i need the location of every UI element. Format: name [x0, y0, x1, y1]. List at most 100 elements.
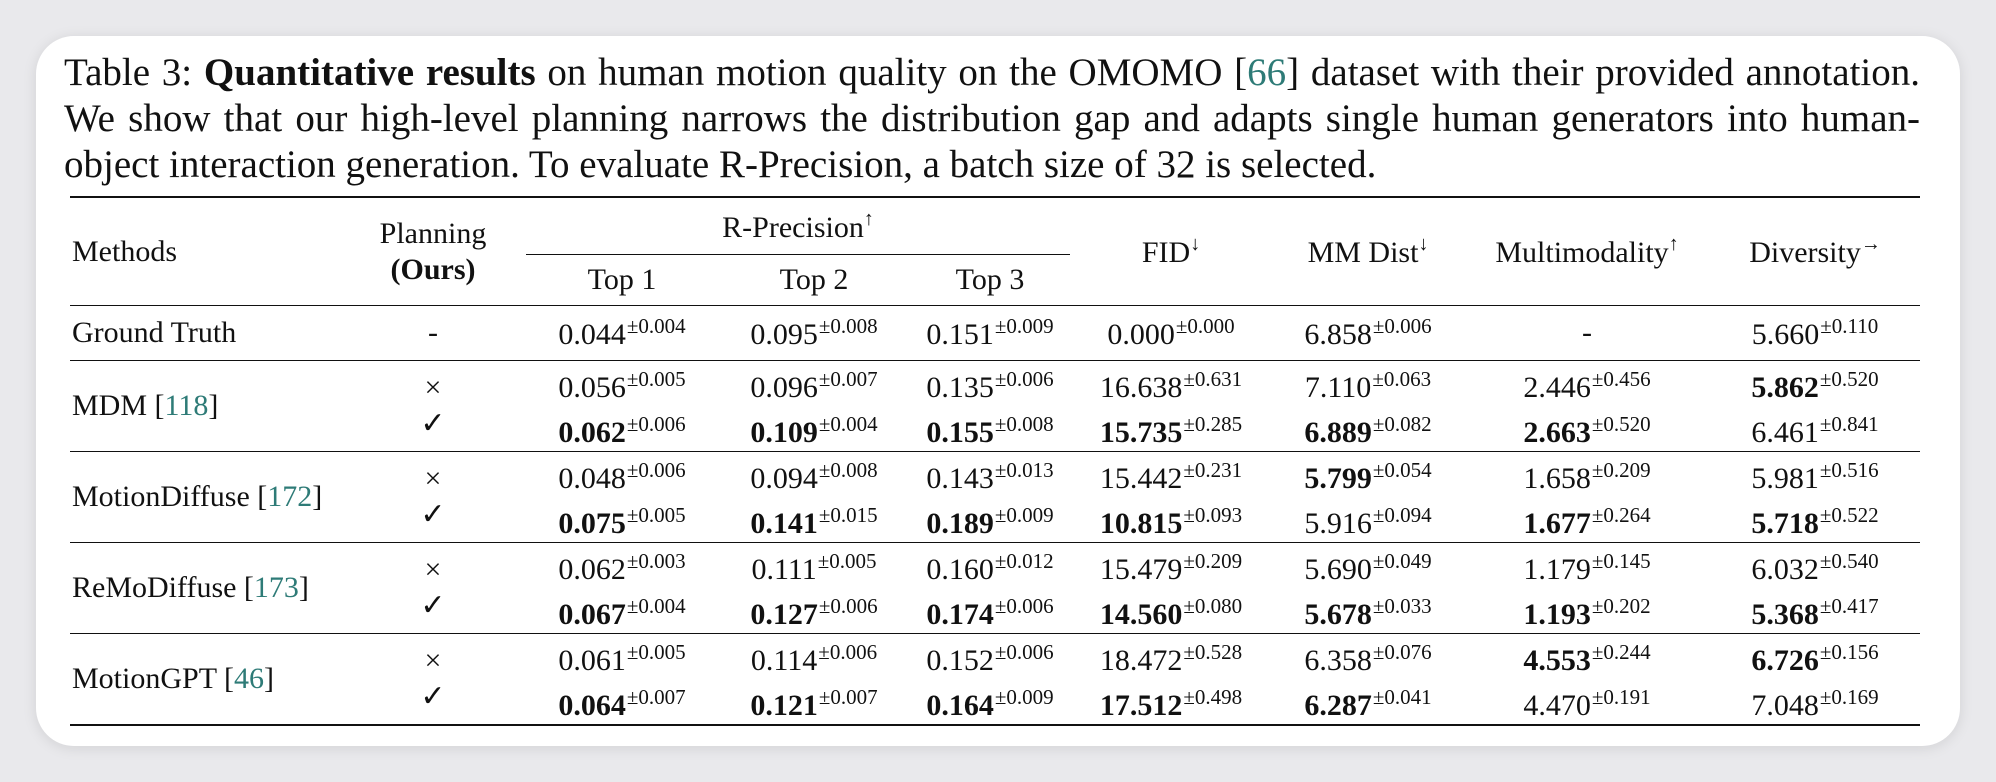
mm-dist-cell: 6.858±0.006: [1272, 306, 1464, 361]
std: ±0.006: [818, 640, 878, 664]
mm-dist-cell: 5.690±0.049 5.678±0.033: [1272, 543, 1464, 634]
method-group-row: MDM [118] × ✓ 0.056±0.005 0.062±0.006 0.096±0…: [70, 360, 1921, 452]
std: ±0.528: [1183, 640, 1243, 664]
mm-dist-cell: 7.110±0.063 6.889±0.082: [1272, 361, 1464, 452]
value-line: 0.121±0.007: [718, 679, 910, 724]
method-bracket: ]: [312, 480, 323, 513]
top1-cell: 0.056±0.005 0.062±0.006: [526, 361, 718, 452]
value-line: 15.735±0.285: [1070, 406, 1272, 451]
value: 5.981: [1751, 462, 1819, 495]
std: ±0.007: [818, 685, 878, 709]
value-line: 0.075±0.005: [526, 497, 718, 542]
method-citation[interactable]: 172: [267, 480, 313, 513]
header-multimodality: Multimodality↑: [1464, 197, 1710, 306]
std: ±0.004: [626, 594, 686, 618]
value: 0.062: [558, 416, 626, 449]
std: ±0.540: [1819, 549, 1879, 573]
method-citation[interactable]: 118: [164, 389, 209, 422]
top1-cell: 0.048±0.006 0.075±0.005: [526, 452, 718, 543]
top2-cell: 0.096±0.007 0.109±0.004: [718, 361, 910, 452]
planning-cell: -: [428, 316, 438, 349]
header-r-precision-label: R-Precision: [722, 210, 864, 244]
caption-citation[interactable]: 66: [1247, 51, 1287, 94]
value: 0.109: [750, 416, 818, 449]
value: 10.815: [1099, 507, 1183, 540]
value: 5.678: [1304, 598, 1372, 631]
method-citation[interactable]: 173: [253, 571, 299, 604]
top3-cell: 0.152±0.006 0.164±0.009: [910, 634, 1070, 726]
value: 0.094: [750, 462, 818, 495]
value-line: 6.287±0.041: [1272, 679, 1464, 724]
value-line: 0.127±0.006: [718, 588, 910, 633]
method-name: MotionGPT [46]: [70, 634, 340, 726]
header-mm-dist: MM Dist↓: [1272, 197, 1464, 306]
std: ±0.156: [1819, 640, 1879, 664]
value-line: 2.446±0.456: [1464, 361, 1710, 406]
header-top2: Top 2: [779, 263, 849, 296]
std: ±0.110: [1820, 314, 1879, 338]
std: ±0.006: [994, 640, 1054, 664]
value: 15.442: [1099, 462, 1183, 495]
value-line: 0.189±0.009: [910, 497, 1070, 542]
value-line: 7.110±0.063: [1272, 361, 1464, 406]
planning-cell: × ✓: [340, 361, 526, 452]
value-line: 15.479±0.209: [1070, 543, 1272, 588]
value-line: 0.164±0.009: [910, 679, 1070, 724]
method-citation[interactable]: 46: [233, 662, 264, 695]
value-line: 2.663±0.520: [1464, 406, 1710, 451]
method-name: ReMoDiffuse [173]: [70, 543, 340, 634]
std: ±0.013: [994, 458, 1054, 482]
std: ±0.009: [994, 685, 1054, 709]
value: 0.189: [926, 507, 994, 540]
value: 0.127: [750, 598, 818, 631]
value-line: 0.160±0.012: [910, 543, 1070, 588]
method-group-row: ReMoDiffuse [173] × ✓ 0.062±0.003 0.067±0.00…: [70, 542, 1921, 634]
method-bracket: ]: [208, 389, 219, 422]
multimodality-cell: 2.446±0.456 2.663±0.520: [1464, 361, 1710, 452]
std: ±0.003: [626, 549, 686, 573]
std: ±0.006: [626, 412, 686, 436]
std: ±0.005: [626, 503, 686, 527]
std: ±0.008: [994, 412, 1054, 436]
top3-cell: 0.160±0.012 0.174±0.006: [910, 543, 1070, 634]
value-line: 4.553±0.244: [1464, 634, 1710, 679]
std: ±0.009: [994, 314, 1054, 338]
header-diversity: Diversity→: [1710, 197, 1920, 306]
value: 18.472: [1099, 644, 1183, 677]
value-line: 1.193±0.202: [1464, 588, 1710, 633]
std: ±0.005: [817, 549, 877, 573]
value: 0.044: [558, 318, 626, 351]
std: ±0.006: [994, 367, 1054, 391]
header-fid: FID↓: [1070, 197, 1272, 306]
caption-label: Table 3:: [64, 51, 193, 94]
value-line: 5.678±0.033: [1272, 588, 1464, 633]
value-line: 0.094±0.008: [718, 452, 910, 497]
top2-cell: 0.111±0.005 0.127±0.006: [718, 543, 910, 634]
header-diversity-label: Diversity: [1749, 236, 1861, 269]
std: ±0.041: [1372, 685, 1432, 709]
top2-cell: 0.095±0.008: [718, 306, 910, 361]
value: 0.061: [558, 644, 626, 677]
header-top1: Top 1: [587, 263, 657, 296]
value-line: 1.179±0.145: [1464, 543, 1710, 588]
fid-cell: 16.638±0.631 15.735±0.285: [1070, 361, 1272, 452]
value: 5.916: [1304, 507, 1372, 540]
value: 1.677: [1523, 507, 1591, 540]
std: ±0.000: [1175, 314, 1235, 338]
std: ±0.004: [626, 314, 686, 338]
down-arrow-icon: ↓: [1418, 233, 1429, 255]
value: 6.858: [1304, 318, 1372, 351]
fid-cell: 15.479±0.209 14.560±0.080: [1070, 543, 1272, 634]
value: 0.095: [750, 318, 818, 351]
top1-cell: 0.061±0.005 0.064±0.007: [526, 634, 718, 726]
value: 0.135: [926, 371, 994, 404]
top2-cell: 0.114±0.006 0.121±0.007: [718, 634, 910, 726]
value-line: 16.638±0.631: [1070, 361, 1272, 406]
caption-bold: Quantitative results: [203, 51, 536, 94]
value: 0.121: [750, 689, 818, 722]
value: 5.862: [1751, 371, 1819, 404]
caption-text-1: on human motion quality on the OMOMO [: [547, 51, 1248, 94]
planning-cell: × ✓: [340, 452, 526, 543]
std: ±0.169: [1819, 685, 1879, 709]
results-table: Methods Planning (Ours) R-Precision↑ FID↓…: [70, 196, 1921, 726]
